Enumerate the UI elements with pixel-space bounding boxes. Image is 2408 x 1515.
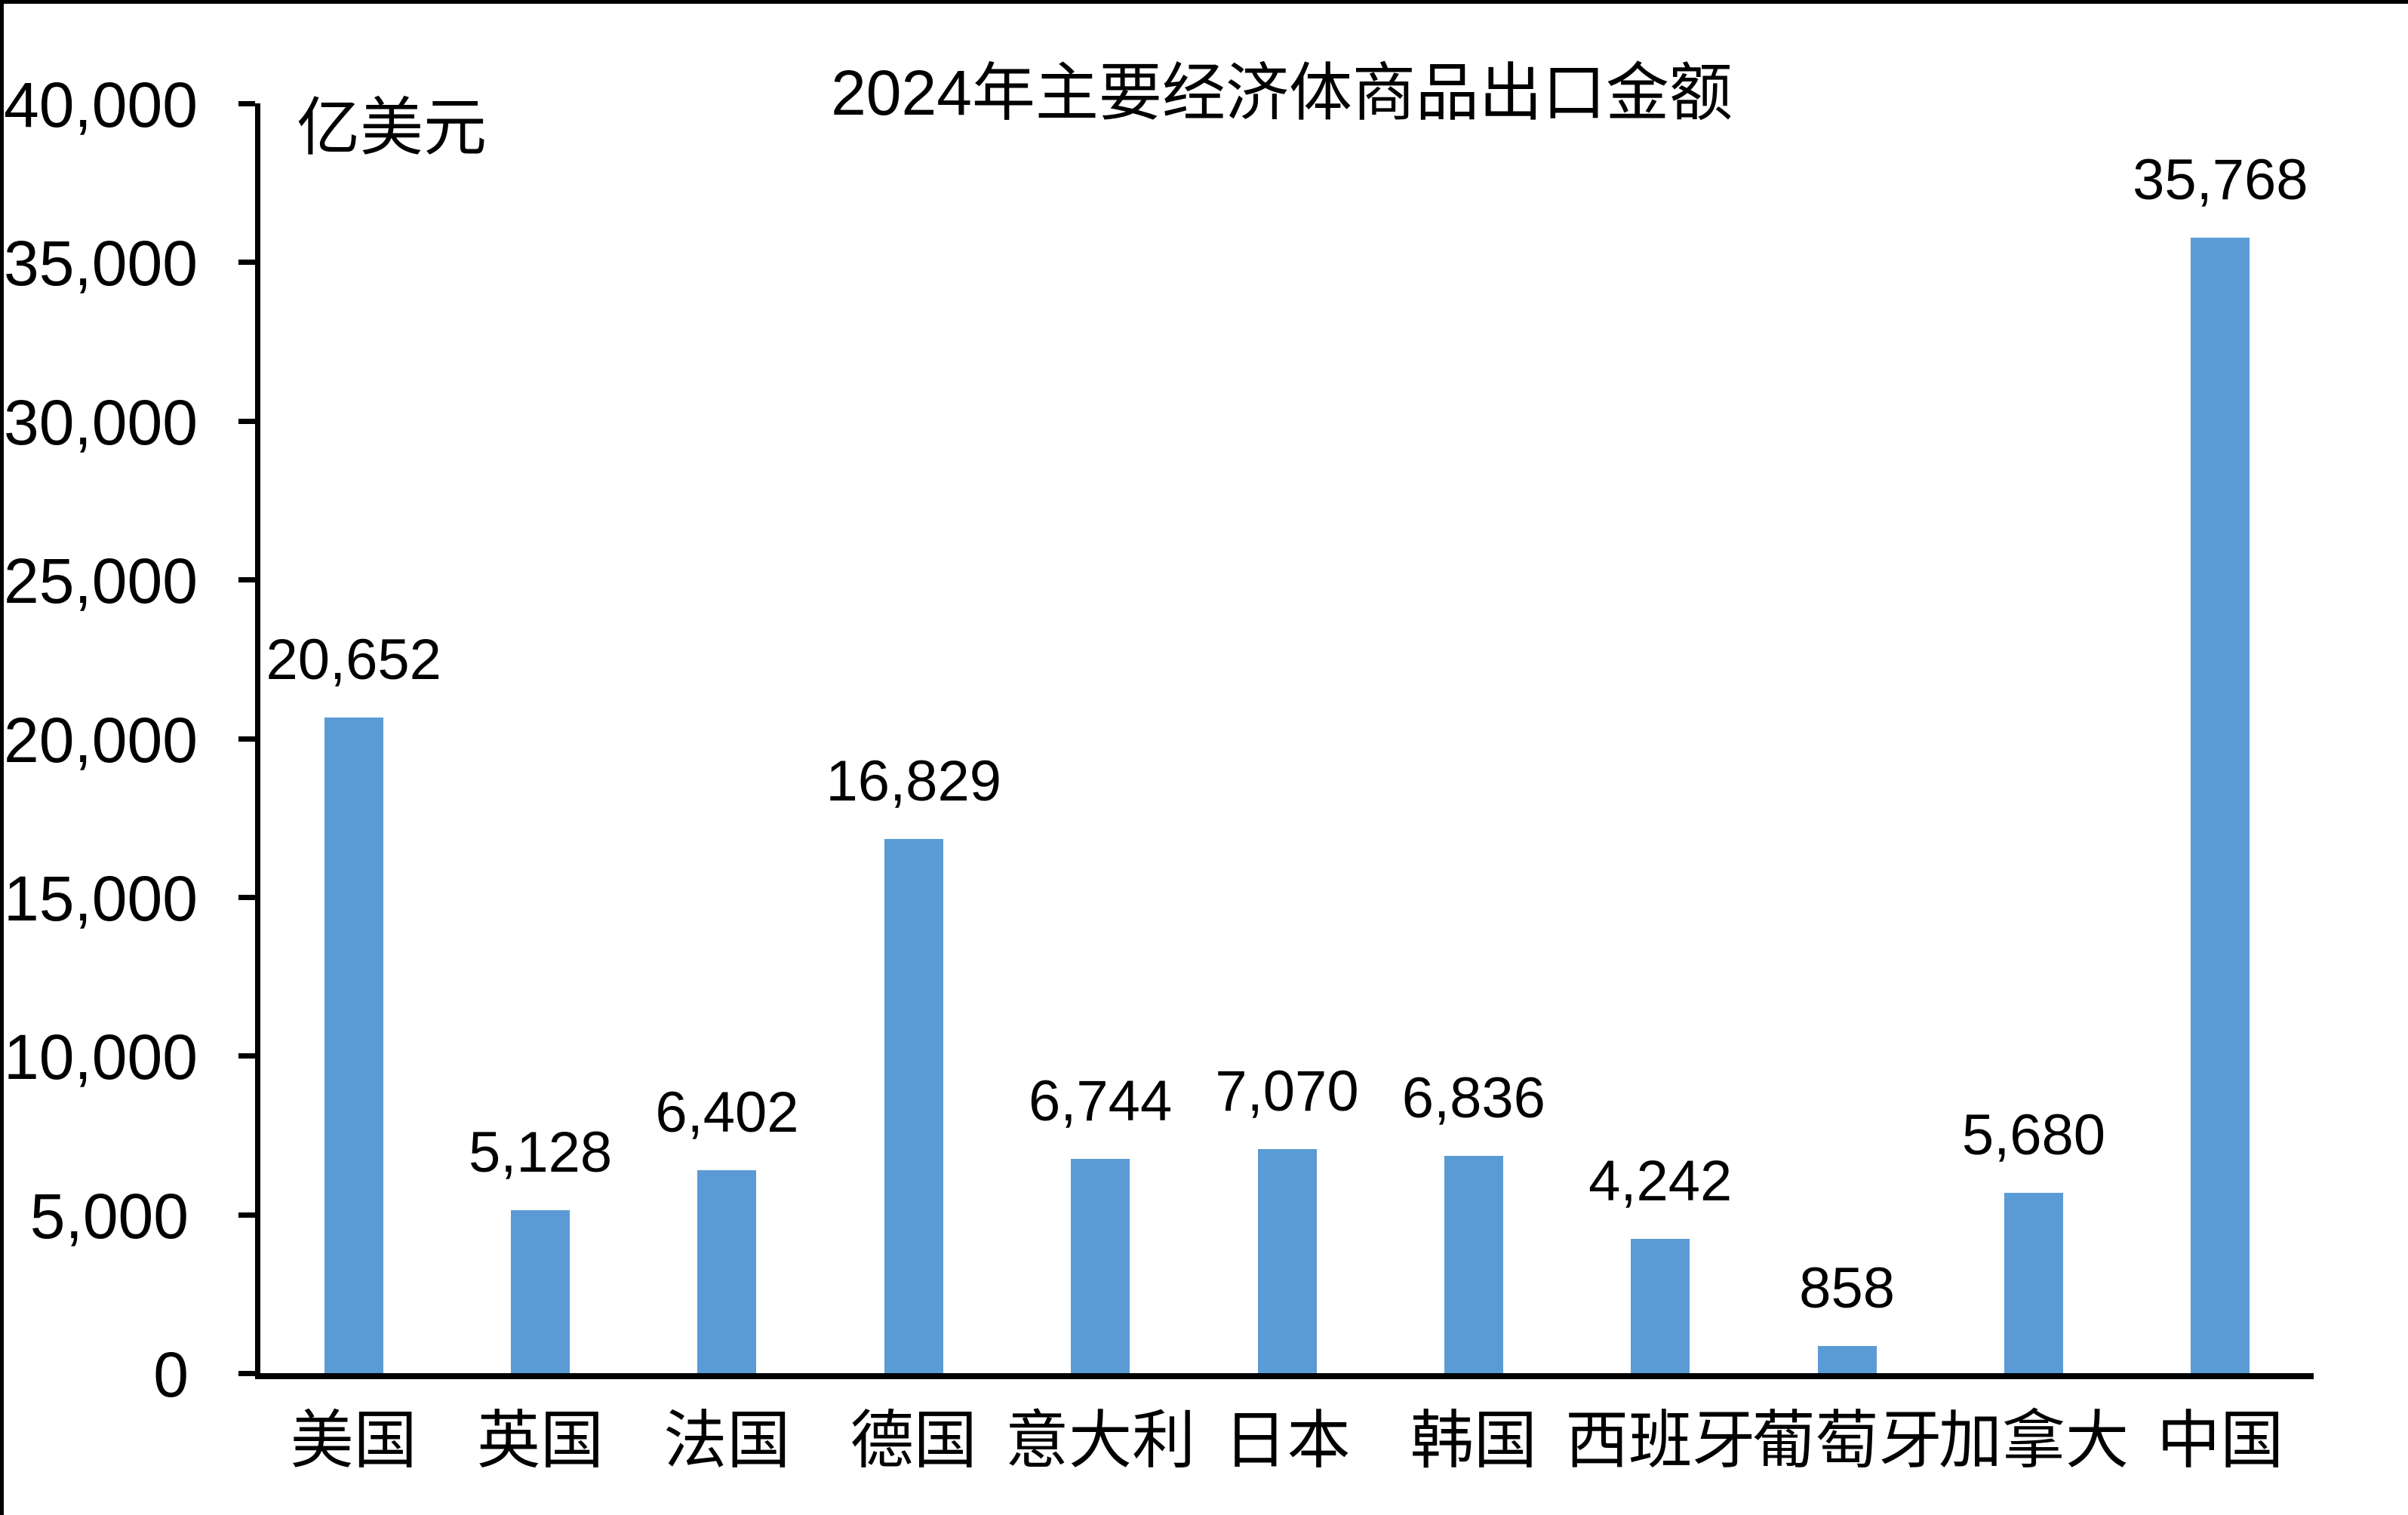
- y-axis-tick-labels: 0 5,000 10,000 15,000 20,000 25,000 30,000 35,0…: [4, 73, 198, 1406]
- bar: [1071, 1159, 1130, 1373]
- y-tick-label: 25,000: [4, 545, 198, 617]
- bar: [1257, 1148, 1317, 1373]
- y-tick-mark: [238, 260, 255, 266]
- category-label: 日本: [1223, 1405, 1351, 1476]
- category-label: 法国: [663, 1405, 791, 1476]
- y-tick-mark: [238, 1053, 255, 1059]
- bar-value-label: 16,829: [826, 748, 1001, 813]
- y-tick-label: 10,000: [4, 1022, 198, 1093]
- category-label: 德国: [850, 1405, 977, 1476]
- bar-value-label: 35,768: [2133, 148, 2308, 213]
- y-tick-mark: [238, 418, 255, 424]
- bar-value-label: 4,242: [1588, 1148, 1733, 1213]
- category-label: 加拿大: [1938, 1405, 2129, 1476]
- bar: [1444, 1156, 1503, 1373]
- bar-value-label: 7,070: [1215, 1059, 1359, 1123]
- y-tick-mark: [238, 1371, 255, 1376]
- y-tick-label: 40,000: [4, 69, 198, 140]
- y-tick-label: 5,000: [29, 1180, 189, 1252]
- category-label: 西班牙: [1565, 1405, 1756, 1476]
- bar: [2191, 238, 2250, 1373]
- y-tick-label: 35,000: [4, 228, 198, 300]
- category-label: 韩国: [1410, 1405, 1537, 1476]
- category-label: 葡萄牙: [1751, 1405, 1942, 1476]
- y-axis-unit-label: 亿美元: [297, 92, 487, 163]
- y-tick-mark: [238, 736, 255, 742]
- category-label: 美国: [290, 1405, 417, 1476]
- bar: [2004, 1193, 2063, 1373]
- chart-title: 2024年主要经济体商品出口金额: [831, 57, 1733, 128]
- bar-value-label: 858: [1799, 1255, 1895, 1320]
- y-tick-label: 20,000: [4, 704, 198, 776]
- bar: [1817, 1345, 1877, 1373]
- bar-value-label: 5,680: [1961, 1103, 2106, 1168]
- bar: [324, 718, 383, 1373]
- bar-value-label: 5,128: [468, 1120, 613, 1185]
- bar: [697, 1169, 757, 1373]
- y-tick-label: 15,000: [4, 862, 198, 934]
- plot-area: 20,652 5,128 6,402 16,829 6,744 7,070 6,836 4,2…: [238, 101, 2314, 1379]
- y-tick-label: 0: [153, 1339, 189, 1410]
- bar-value-label: 6,744: [1029, 1069, 1173, 1134]
- bar-value-label: 6,402: [655, 1080, 799, 1145]
- y-tick-mark: [238, 101, 255, 106]
- y-tick-mark: [238, 1212, 255, 1218]
- bar-value-label: 20,652: [266, 628, 441, 693]
- bar-value-label: 6,836: [1401, 1066, 1545, 1131]
- y-tick-mark: [238, 894, 255, 900]
- y-tick-label: 30,000: [4, 386, 198, 458]
- bar: [511, 1210, 570, 1373]
- bar: [884, 838, 943, 1373]
- category-label: 意大利: [1005, 1405, 1196, 1476]
- y-tick-mark: [238, 577, 255, 583]
- category-label: 中国: [2157, 1405, 2284, 1476]
- category-label: 英国: [477, 1405, 604, 1476]
- bar: [1631, 1238, 1690, 1373]
- x-axis-category-labels: 美国 英国 法国 德国 意大利 日本 韩国 西班牙 葡萄牙 加拿大 中国: [260, 1406, 2314, 1496]
